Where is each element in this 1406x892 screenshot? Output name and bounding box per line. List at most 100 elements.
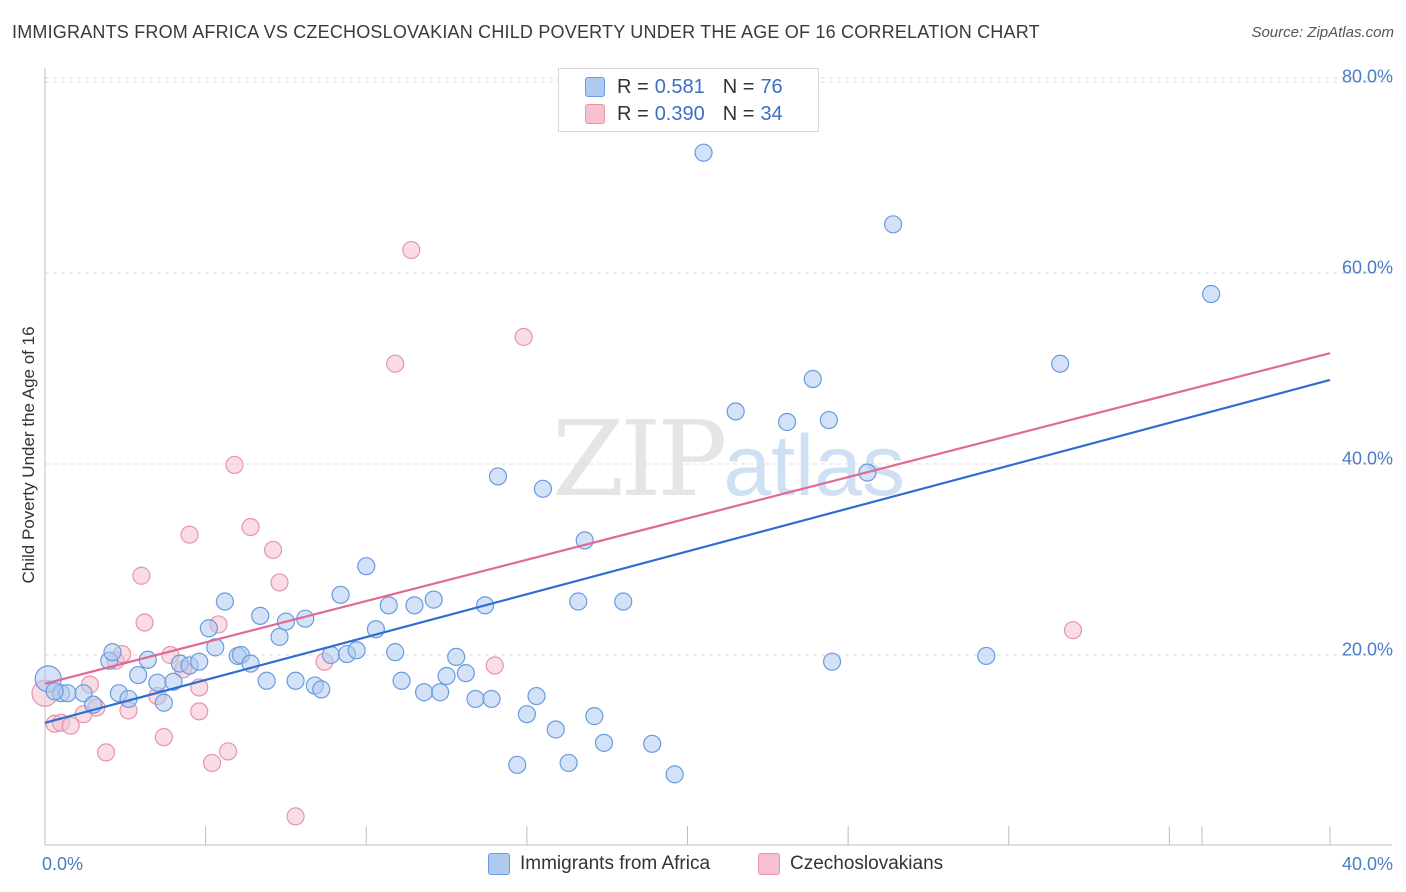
czechoslovakian-point [61,716,80,735]
africa-point [569,592,588,611]
africa-point [148,673,167,692]
czechoslovakian-point [241,517,260,537]
axis-labels: 20.0% 40.0% 60.0% 80.0% 0.0% 40.0% Child Pover… [19,66,1393,874]
legend-n-label: N = [722,102,755,125]
africa-point [414,683,434,702]
trend-lines [44,352,1331,724]
czechoslovakian-point [402,240,421,260]
africa-point [437,666,456,686]
czechoslovakian-point [514,327,533,347]
africa-point [379,596,398,615]
czechoslovakian-point [386,354,405,373]
czechoslovakian-point [154,728,173,747]
africa-point [977,646,996,666]
gridlines [45,77,1392,656]
czechoslovakian-point [1063,621,1083,640]
africa-point [517,705,536,724]
africa-point [482,689,501,709]
africa-point [331,585,350,604]
africa-point [777,412,797,432]
africa-point [251,606,270,625]
africa-point [286,671,305,690]
africa-point [533,479,553,498]
africa-point [45,682,64,701]
africa-point [312,680,331,699]
africa-point [803,369,822,389]
legend-swatch-czechoslovakians [585,104,605,124]
africa-point [614,592,633,611]
y-axis-title: Child Poverty Under the Age of 16 [19,326,38,583]
czechoslovakians-points [31,240,1083,826]
czechoslovakian-point [263,540,283,560]
africa-point [386,643,405,662]
czechoslovakian-point [225,455,244,475]
africa-point [822,652,842,671]
africa-point [154,693,173,712]
africa-point [456,664,475,683]
africa-point [1202,284,1221,304]
africa-point [392,671,411,690]
africa-point [405,596,424,615]
bottom-legend-label-africa: Immigrants from Africa [520,853,711,874]
africa-point [883,215,903,234]
africa-point [257,671,276,690]
africa-point [190,652,209,671]
czechoslovakian-point [180,525,199,544]
africa-point [164,672,183,691]
watermark-atlas: atlas [723,418,905,514]
africa-point [466,689,485,709]
legend-r-value: 0.581 [654,75,705,98]
watermark: ZIPatlas [552,398,905,520]
africa-point [508,755,527,774]
africa-point [357,557,376,576]
africa-point [726,402,745,421]
africa-point [585,707,604,726]
czechoslovakian-point [286,807,305,826]
legend-swatch-africa [585,77,605,97]
y-tick-label: 20.0% [1342,639,1393,659]
africa-point [215,592,234,611]
africa-trend-line [44,378,1331,724]
africa-point [1051,354,1070,373]
czechoslovakian-point [270,573,289,592]
czechoslovakian-trend-line [44,352,1331,685]
africa-point [694,143,713,162]
africa-point [431,683,450,702]
africa-point [665,765,684,784]
x-tick-label-max: 40.0% [1342,854,1393,874]
chart-title: IMMIGRANTS FROM AFRICA VS CZECHOSLOVAKIA… [12,22,1040,42]
legend-r-label: R = [617,75,649,98]
bottom-legend-africa: Immigrants from Africa [488,852,710,876]
watermark-zip: ZIP [552,398,727,520]
bottom-legend-czechoslovakians: Czechoslovakians [758,852,943,876]
africa-point [594,733,614,752]
immigrants-from-africa-points [34,143,1221,784]
africa-point [527,686,546,706]
czechoslovakian-point [96,743,116,762]
axes [44,68,1392,846]
legend-n-value: 76 [760,75,783,98]
legend-n-label: N = [722,75,755,98]
africa-point [447,647,466,667]
czechoslovakian-point [202,753,222,773]
africa-point [546,720,565,739]
czechoslovakian-point [190,702,209,721]
africa-point [103,643,122,662]
africa-point [819,410,838,430]
legend-row-africa: R = 0.581 N = 76 [585,74,783,100]
legend-r-label: R = [617,102,649,125]
africa-point [199,619,218,638]
czechoslovakian-point [132,566,151,585]
y-tick-label: 40.0% [1342,448,1393,468]
source-label: Source: ZipAtlas.com [1251,24,1394,41]
legend-row-czechoslovakians: R = 0.390 N = 34 [585,101,783,127]
czechoslovakian-point [219,742,238,761]
africa-point [559,753,578,773]
correlation-legend: R = 0.581 N = 76 R = 0.390 N = 34 [558,68,819,132]
legend-r-value: 0.390 [654,102,705,125]
legend-n-value: 34 [760,102,783,125]
czechoslovakian-point [485,656,504,675]
bottom-legend-swatch-czechoslovakians [758,853,780,875]
x-tick-label-min: 0.0% [42,854,83,874]
